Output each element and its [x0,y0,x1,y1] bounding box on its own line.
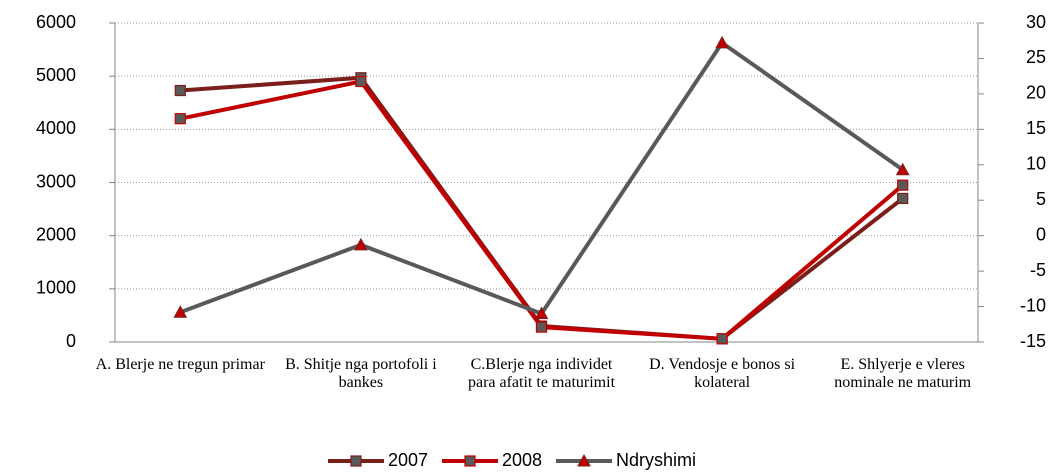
y-tick-label: 5000 [36,65,76,85]
y2-tick-label: -15 [1020,331,1046,351]
x-tick-label: A. Blerje ne tregun primar [95,356,265,373]
legend-label: Ndryshimi [616,450,696,470]
y-tick-label: 4000 [36,118,76,138]
point-marker [715,35,729,49]
point-marker [534,306,549,320]
point-marker [355,75,367,88]
x-tick-label: C.Blerje nga individet para afatit te ma… [467,356,616,391]
y-tick-label: 0 [66,331,76,351]
y2-tick-label: 30 [1026,12,1046,32]
y-tick-label: 1000 [36,278,76,298]
y2-tick-label: 15 [1026,118,1046,138]
y-tick-label: 3000 [36,171,76,191]
y2-tick-label: -10 [1020,295,1046,315]
legend-label: 2008 [502,450,542,470]
point-marker [535,321,548,333]
point-marker [897,192,909,205]
x-tick-label: B. Shitje nga portofoli i bankes [285,356,437,391]
point-marker [173,305,188,318]
legend-label: 2007 [388,450,428,470]
x-tick-label: D. Vendosje e bonos si kolateral [649,356,796,391]
y-tick-label: 2000 [36,224,76,244]
series-line [180,75,904,341]
point-marker [174,113,186,125]
y-tick-label: 6000 [36,12,76,32]
x-tick-label: E. Shlyerje e vleres nominale ne maturim [834,356,972,391]
y2-tick-label: 0 [1036,224,1046,244]
y2-tick-label: 10 [1026,154,1046,174]
y2-tick-label: 5 [1036,189,1046,209]
point-marker [895,162,910,176]
y2-tick-label: -5 [1030,260,1046,280]
point-marker [354,237,368,251]
y2-tick-label: 20 [1026,83,1046,103]
point-marker [897,179,909,191]
legend-marker [350,455,362,467]
y2-tick-label: 25 [1026,47,1046,67]
point-marker [716,333,728,345]
series-line [179,79,904,341]
legend-marker [464,455,476,467]
point-marker [174,84,186,97]
legend-marker [577,453,591,467]
